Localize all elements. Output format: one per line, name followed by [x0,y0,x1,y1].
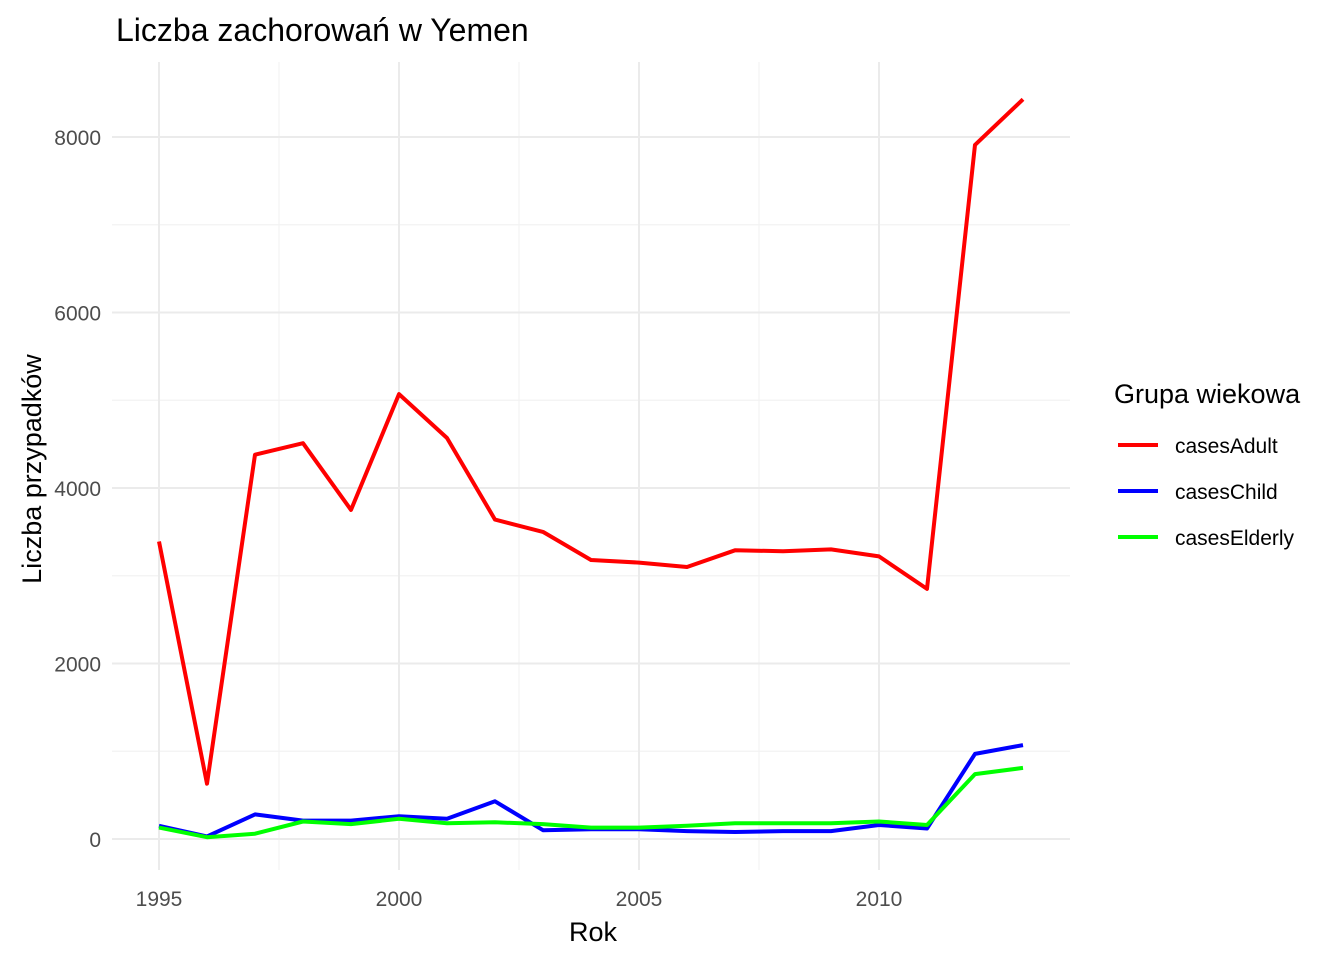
y-axis-title: Liczba przypadków [17,354,47,584]
x-tick-label: 2000 [376,888,423,911]
x-tick-label: 2010 [856,888,903,911]
chart-title: Liczba zachorowań w Yemen [116,12,529,48]
legend-label-casesChild: casesChild [1175,481,1278,504]
x-axis-tick-labels: 1995 2000 2005 2010 [136,888,903,911]
legend-label-casesAdult: casesAdult [1175,435,1278,458]
minor-gridlines [112,62,1070,870]
major-gridlines [112,62,1070,870]
y-tick-label: 8000 [54,127,101,150]
y-tick-label: 4000 [54,478,101,501]
x-tick-label: 1995 [136,888,183,911]
y-tick-label: 6000 [54,303,101,326]
y-tick-label: 0 [89,829,101,852]
legend-title: Grupa wiekowa [1114,379,1301,409]
legend-label-casesElderly: casesElderly [1175,527,1295,550]
y-axis-tick-labels: 0 2000 4000 6000 8000 [54,127,101,852]
legend-items: casesAdult casesChild casesElderly [1118,435,1295,550]
legend: Grupa wiekowa casesAdult casesChild casesE… [1114,379,1301,550]
series-line-casesElderly [158,765,1024,840]
x-axis-title: Rok [569,917,618,947]
series-line-casesAdult [157,97,1025,786]
series-lines [157,97,1025,840]
x-tick-label: 2005 [616,888,663,911]
y-tick-label: 2000 [54,654,101,677]
